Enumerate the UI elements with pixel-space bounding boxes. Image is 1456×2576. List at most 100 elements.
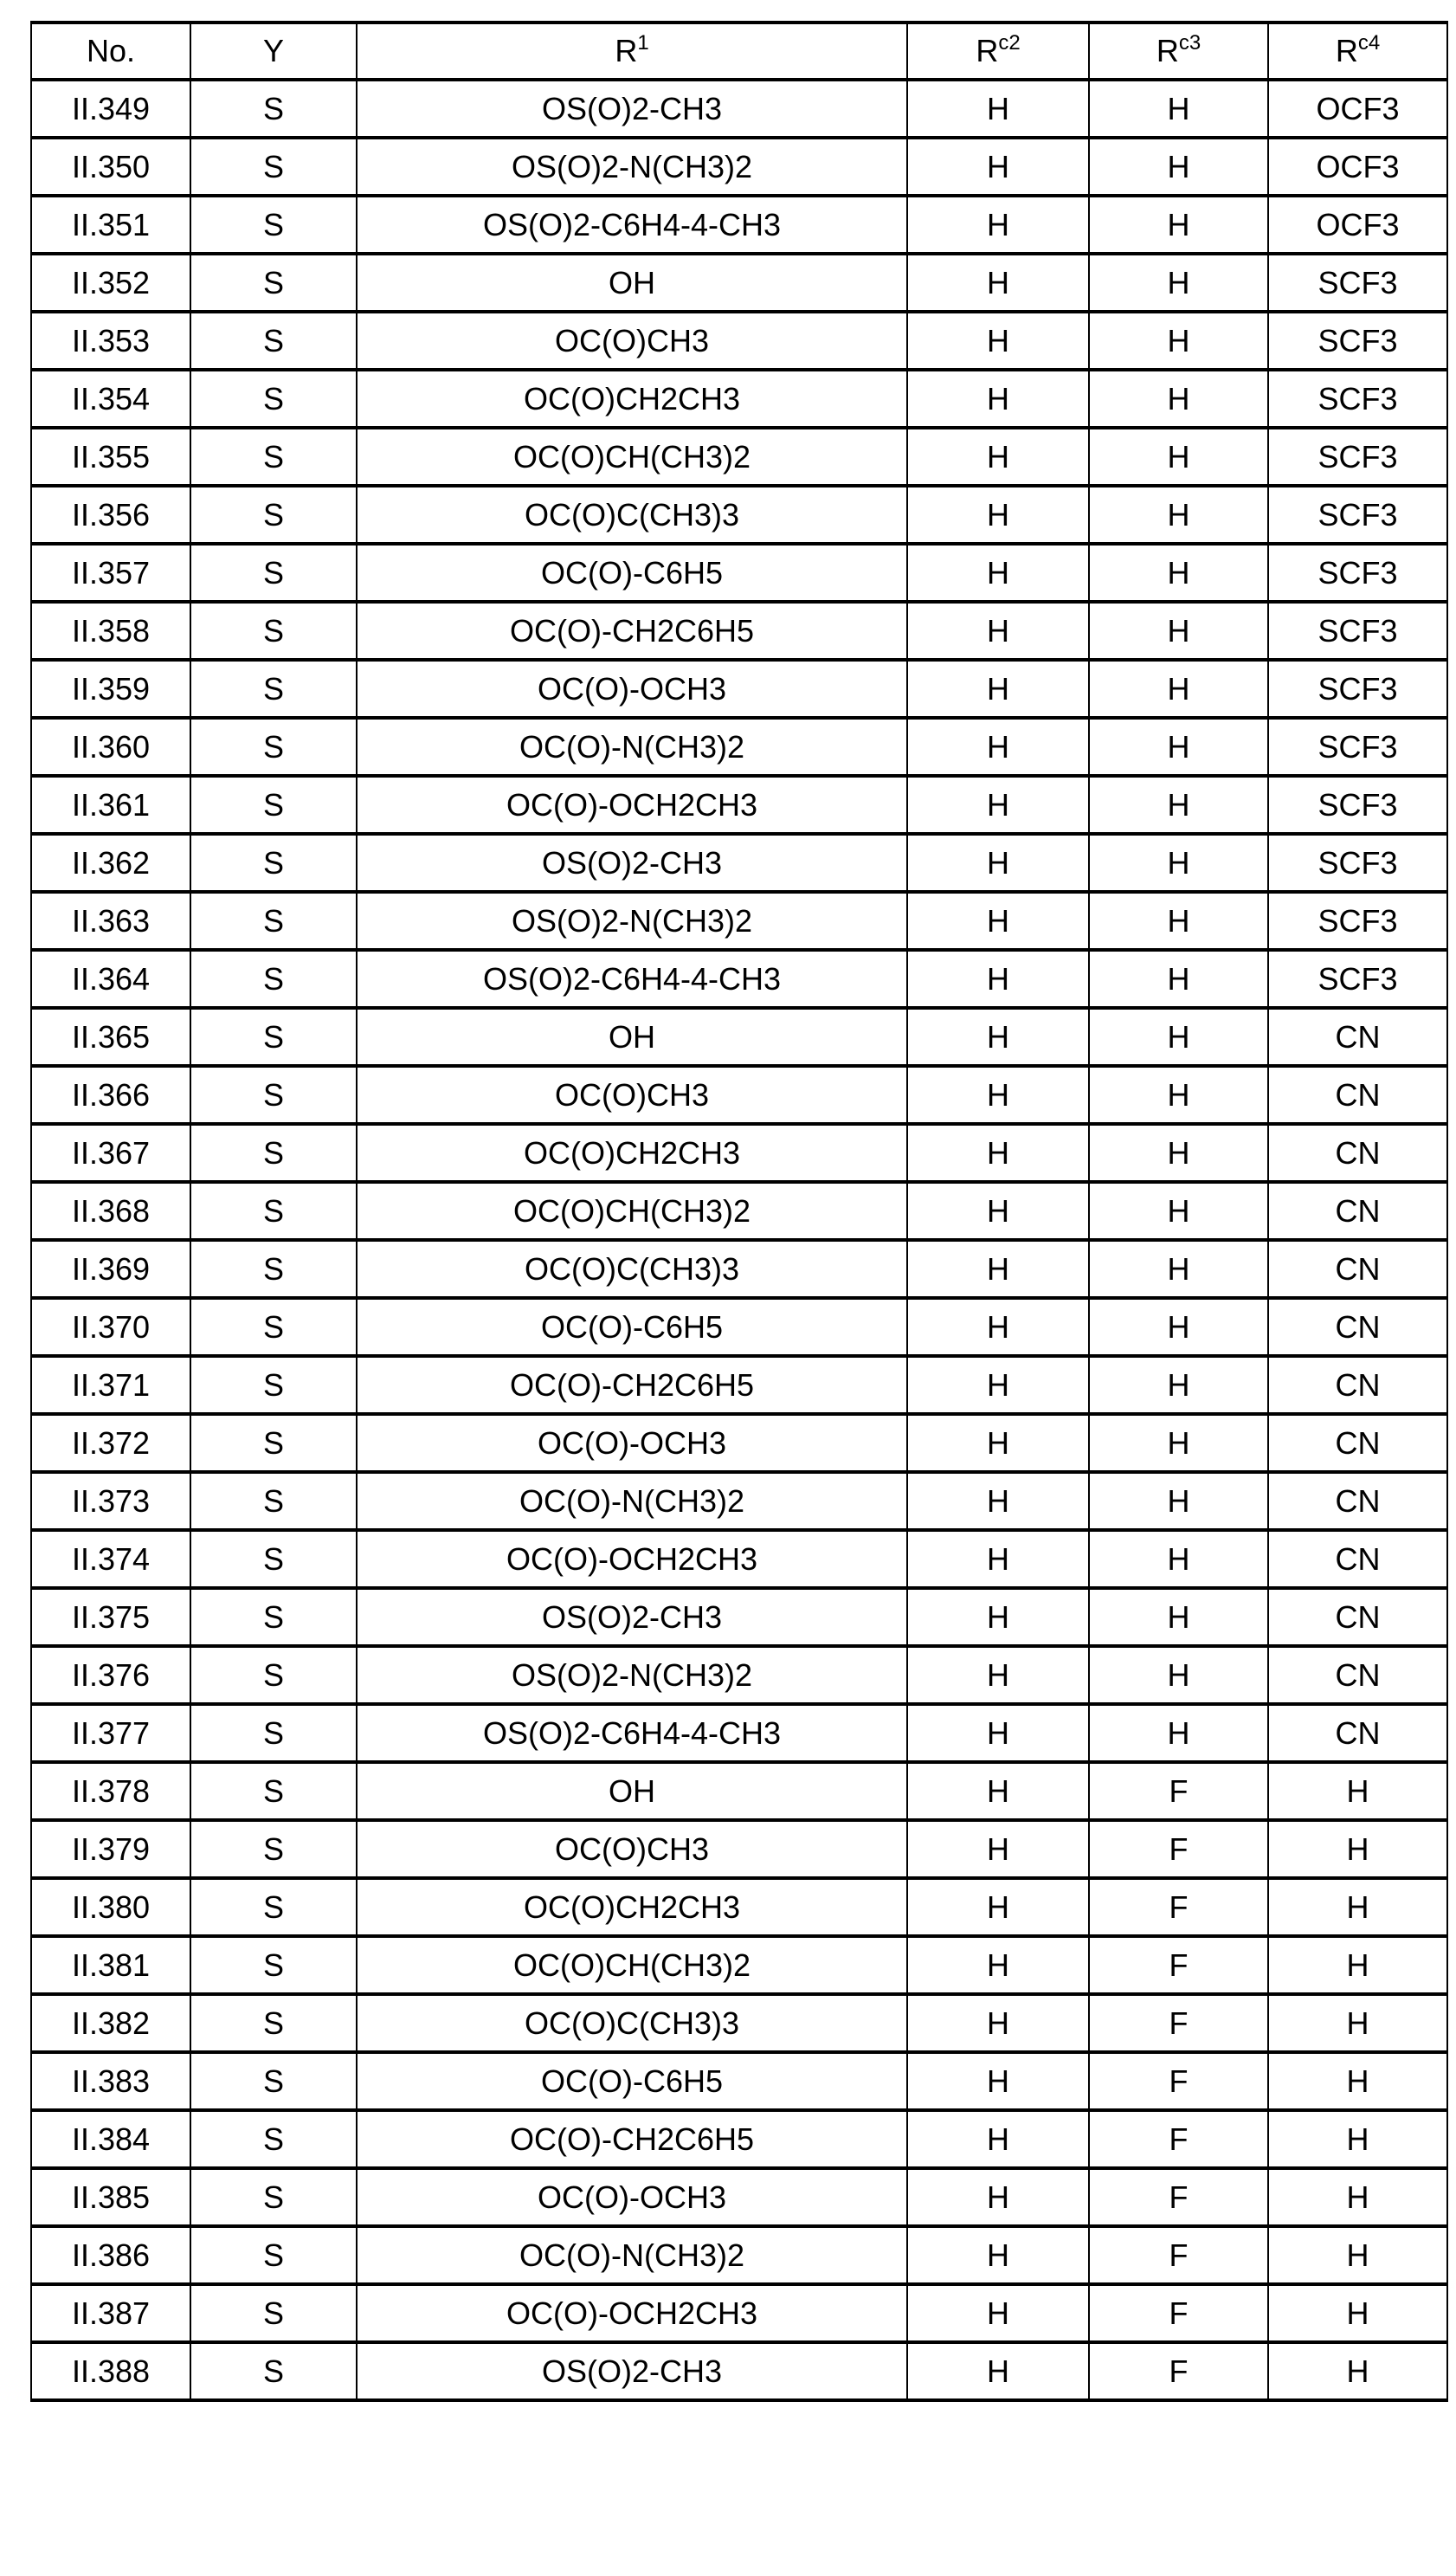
table-row: II.359SOC(O)-OCH3HHSCF3 (31, 660, 1447, 718)
cell-no: II.384 (31, 2110, 190, 2168)
cell-rc2: H (907, 1704, 1089, 1762)
cell-rc3: H (1089, 660, 1268, 718)
cell-no: II.354 (31, 370, 190, 428)
cell-rc4: H (1268, 2284, 1447, 2342)
cell-rc2: H (907, 370, 1089, 428)
cell-rc3: H (1089, 718, 1268, 776)
table-body: II.349SOS(O)2-CH3HHOCF3II.350SOS(O)2-N(C… (31, 80, 1447, 2400)
cell-no: II.363 (31, 892, 190, 950)
cell-rc4: SCF3 (1268, 428, 1447, 486)
cell-no: II.372 (31, 1414, 190, 1472)
cell-r1: OS(O)2-N(CH3)2 (357, 892, 907, 950)
cell-rc3: F (1089, 1994, 1268, 2052)
cell-rc2: H (907, 660, 1089, 718)
table-row: II.384SOC(O)-CH2C6H5HFH (31, 2110, 1447, 2168)
cell-rc4: OCF3 (1268, 196, 1447, 254)
table-row: II.372SOC(O)-OCH3HHCN (31, 1414, 1447, 1472)
cell-rc4: H (1268, 2342, 1447, 2400)
cell-y: S (190, 1066, 357, 1124)
cell-rc2: H (907, 1472, 1089, 1530)
header-rc3: Rc3 (1089, 23, 1268, 80)
cell-r1: OS(O)2-C6H4-4-CH3 (357, 1704, 907, 1762)
cell-y: S (190, 718, 357, 776)
cell-rc2: H (907, 950, 1089, 1008)
cell-rc3: F (1089, 1878, 1268, 1936)
cell-y: S (190, 776, 357, 834)
cell-rc2: H (907, 1240, 1089, 1298)
cell-no: II.351 (31, 196, 190, 254)
table-row: II.388SOS(O)2-CH3HFH (31, 2342, 1447, 2400)
cell-no: II.370 (31, 1298, 190, 1356)
cell-no: II.357 (31, 544, 190, 602)
cell-rc3: H (1089, 428, 1268, 486)
cell-rc4: H (1268, 2168, 1447, 2226)
cell-r1: OC(O)-CH2C6H5 (357, 2110, 907, 2168)
cell-no: II.352 (31, 254, 190, 312)
cell-r1: OC(O)C(CH3)3 (357, 1240, 907, 1298)
table-row: II.353SOC(O)CH3HHSCF3 (31, 312, 1447, 370)
cell-y: S (190, 2168, 357, 2226)
cell-r1: OS(O)2-CH3 (357, 834, 907, 892)
cell-y: S (190, 1008, 357, 1066)
cell-r1: OC(O)CH(CH3)2 (357, 1936, 907, 1994)
cell-r1: OC(O)-N(CH3)2 (357, 1472, 907, 1530)
cell-rc2: H (907, 2342, 1089, 2400)
cell-rc3: F (1089, 2284, 1268, 2342)
cell-rc3: F (1089, 1762, 1268, 1820)
cell-r1: OC(O)-OCH3 (357, 660, 907, 718)
cell-y: S (190, 892, 357, 950)
cell-rc2: H (907, 2052, 1089, 2110)
cell-r1: OH (357, 254, 907, 312)
cell-y: S (190, 1704, 357, 1762)
cell-rc3: H (1089, 1588, 1268, 1646)
cell-rc2: H (907, 602, 1089, 660)
cell-rc3: H (1089, 1124, 1268, 1182)
table-row: II.377SOS(O)2-C6H4-4-CH3HHCN (31, 1704, 1447, 1762)
cell-y: S (190, 2284, 357, 2342)
cell-r1: OC(O)-OCH3 (357, 2168, 907, 2226)
cell-y: S (190, 2110, 357, 2168)
cell-no: II.382 (31, 1994, 190, 2052)
cell-rc4: SCF3 (1268, 834, 1447, 892)
cell-no: II.360 (31, 718, 190, 776)
cell-rc4: CN (1268, 1298, 1447, 1356)
table-row: II.382SOC(O)C(CH3)3HFH (31, 1994, 1447, 2052)
cell-r1: OS(O)2-N(CH3)2 (357, 1646, 907, 1704)
cell-rc4: OCF3 (1268, 138, 1447, 196)
cell-rc3: H (1089, 1530, 1268, 1588)
cell-rc3: H (1089, 1414, 1268, 1472)
cell-no: II.383 (31, 2052, 190, 2110)
cell-no: II.374 (31, 1530, 190, 1588)
cell-rc4: OCF3 (1268, 80, 1447, 138)
cell-rc2: H (907, 428, 1089, 486)
cell-r1: OH (357, 1762, 907, 1820)
cell-rc4: H (1268, 1936, 1447, 1994)
header-y: Y (190, 23, 357, 80)
cell-y: S (190, 1878, 357, 1936)
cell-rc3: F (1089, 1820, 1268, 1878)
cell-rc4: H (1268, 2226, 1447, 2284)
cell-rc2: H (907, 1994, 1089, 2052)
cell-rc4: CN (1268, 1414, 1447, 1472)
table-row: II.374SOC(O)-OCH2CH3HHCN (31, 1530, 1447, 1588)
cell-rc2: H (907, 776, 1089, 834)
table-row: II.386SOC(O)-N(CH3)2HFH (31, 2226, 1447, 2284)
cell-rc4: SCF3 (1268, 486, 1447, 544)
cell-rc4: CN (1268, 1472, 1447, 1530)
cell-rc4: SCF3 (1268, 718, 1447, 776)
cell-r1: OS(O)2-CH3 (357, 1588, 907, 1646)
cell-rc2: H (907, 1646, 1089, 1704)
cell-no: II.364 (31, 950, 190, 1008)
cell-no: II.388 (31, 2342, 190, 2400)
cell-rc2: H (907, 1008, 1089, 1066)
cell-no: II.353 (31, 312, 190, 370)
cell-rc4: CN (1268, 1356, 1447, 1414)
cell-no: II.386 (31, 2226, 190, 2284)
cell-no: II.366 (31, 1066, 190, 1124)
cell-rc4: CN (1268, 1646, 1447, 1704)
cell-r1: OH (357, 1008, 907, 1066)
cell-y: S (190, 254, 357, 312)
cell-rc3: H (1089, 776, 1268, 834)
cell-rc2: H (907, 312, 1089, 370)
cell-r1: OC(O)CH(CH3)2 (357, 1182, 907, 1240)
